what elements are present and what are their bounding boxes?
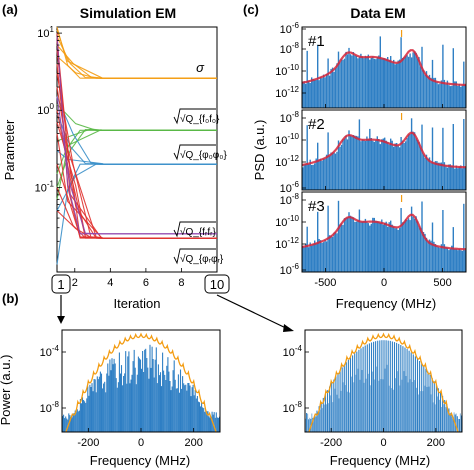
psd-subplot-label: #1: [308, 33, 325, 50]
psd-xtick-label: 500: [433, 277, 451, 289]
power-ytick-label: 10-4: [40, 344, 60, 359]
power-envelope-edge: [65, 413, 74, 433]
psd-model-curve: [301, 131, 466, 169]
panel-a-parameter-plot: Simulation EM Parameter Iteration 2 4 6 8 10…: [2, 5, 294, 332]
psd-subplot-1: #1 10-6 10-8 10-10 10-12: [275, 21, 467, 109]
psd-subplot-label: #3: [308, 198, 325, 215]
series-line-3-11: [56, 122, 217, 239]
a-xtick-label-8: 8: [178, 277, 184, 289]
panel-a-title: Simulation EM: [80, 5, 176, 21]
power-xtick-label: 0: [380, 437, 386, 449]
iteration-10-marker-label: 10: [210, 277, 224, 292]
series-line-2-3: [56, 163, 217, 211]
panel-c-title: Data EM: [350, 5, 405, 21]
iteration-10-marker: [204, 274, 230, 294]
psd-xtick-label: -500: [314, 277, 336, 289]
power-xtick-label: -200: [320, 437, 342, 449]
a-xtick-label-6: 6: [143, 277, 149, 289]
series-line-4-1: [56, 96, 217, 235]
power-xtick-label: 0: [138, 437, 144, 449]
power-xtick-label: 200: [184, 437, 202, 449]
psd-ytick-label: 10-8: [280, 110, 300, 125]
panel-a-xlabel: Iteration: [114, 296, 161, 311]
power-xtick-label: -200: [77, 437, 99, 449]
psd-model-curve: [301, 49, 467, 87]
power-envelope: [71, 332, 217, 433]
power-subplot-1: 10-4 10-8 -200 0 200: [40, 329, 221, 449]
series-line-2-4: [56, 150, 217, 165]
iteration-1-marker-label: 1: [57, 277, 64, 292]
panel-label-b: (b): [2, 291, 19, 306]
series-label-1: √Q_{f₀f₀}: [180, 113, 220, 125]
power-envelope-edge: [308, 413, 317, 433]
panel-a-axes: [56, 26, 218, 273]
psd-subplot-2: #2 10-6 10-8 10-10 10-12: [275, 109, 467, 195]
panel-b-power-plots: Power (a.u.) Frequency (MHz) Frequency (…: [0, 329, 463, 468]
arrow-head-iteration-1: [57, 316, 65, 324]
series-line-0-1: [56, 36, 217, 79]
a-xtick-label-2: 2: [72, 277, 78, 289]
psd-subplot-3: #3 10-6 10-8 10-10 10-12 -500 0 500: [275, 191, 467, 289]
psd-subplot-label: #2: [308, 116, 325, 133]
a-ytick-label-1: 10-1: [35, 179, 55, 194]
a-ytick-label-0: 100: [37, 102, 54, 117]
panel-b-subplots: 10-4 10-8 -200 0 200 10-4 10-8 -200 0 200: [40, 329, 463, 449]
power-ytick-label: 10-8: [283, 400, 303, 415]
psd-xtick-label: 0: [381, 277, 387, 289]
panel-c-psd-plots: Data EM PSD (a.u.) Frequency (MHz) #1 10-…: [252, 5, 467, 311]
panel-a-ylabel: Parameter: [2, 119, 17, 180]
psd-ytick-label: 10-6: [280, 262, 300, 277]
sqrt-symbol-2: [173, 144, 216, 161]
series-label-2: √Q_{φ₀φ₀}: [180, 149, 227, 161]
power-ytick-label: 10-8: [40, 400, 60, 415]
panel-b-ylabel: Power (a.u.): [0, 355, 13, 426]
psd-ytick-label: 10-12: [275, 85, 299, 100]
a-ytick-label-2: 101: [37, 25, 54, 40]
psd-ytick-label: 10-12: [275, 154, 299, 169]
psd-ytick-label: 10-6: [280, 180, 300, 195]
panel-c-xlabel: Frequency (MHz): [336, 296, 436, 311]
panel-a-lines: [56, 26, 217, 265]
panel-c-ylabel: PSD (a.u.): [252, 120, 267, 181]
psd-ytick-label: 10-6: [280, 21, 300, 36]
panel-a-ticks: 2 4 6 8 100 10-1 101: [35, 25, 185, 289]
power-ytick-label: 10-4: [283, 344, 303, 359]
psd-ytick-label: 10-10: [275, 214, 299, 229]
series-label-3: √Q_{fᵣfᵣ}: [180, 226, 217, 238]
psd-ytick-label: 10-12: [275, 236, 299, 251]
iteration-1-marker: [51, 274, 71, 294]
series-line-0-0: [56, 26, 217, 79]
panel-a-series-labels: σ √Q_{f₀f₀} √Q_{φ₀φ₀} √Q_{fᵣfᵣ} √Q_{φᵣφᵣ}: [173, 60, 227, 265]
psd-ytick-label: 10-8: [280, 192, 300, 207]
a-xtick-label-4: 4: [107, 277, 113, 289]
psd-ytick-label: 10-8: [280, 41, 300, 56]
panel-b-xlabel-right: Frequency (MHz): [330, 453, 430, 468]
psd-ytick-label: 10-10: [275, 63, 299, 78]
psd-ytick-label: 10-10: [275, 132, 299, 147]
series-line-0-4: [56, 29, 217, 79]
panel-label-a: (a): [2, 2, 18, 17]
sqrt-symbol-3: [173, 221, 216, 238]
panel-label-c: (c): [243, 2, 259, 17]
power-envelope: [314, 332, 459, 433]
sqrt-symbol-4: [173, 248, 216, 265]
series-label-4: √Q_{φᵣφᵣ}: [180, 253, 224, 265]
power-subplot-2: 10-4 10-8 -200 0 200: [283, 329, 463, 449]
arrow-head-iteration-10: [283, 324, 294, 332]
power-xtick-label: 200: [427, 437, 445, 449]
panel-b-xlabel-left: Frequency (MHz): [90, 453, 190, 468]
psd-model-curve: [301, 213, 466, 251]
arrow-iteration-10: [216, 294, 291, 331]
sqrt-symbol-1: [173, 108, 216, 125]
series-line-1-4: [56, 129, 217, 174]
series-label-sigma: σ: [196, 60, 205, 75]
panel-c-subplots: #110-610-810-1010-12#210-610-810-1010-12…: [275, 21, 467, 289]
